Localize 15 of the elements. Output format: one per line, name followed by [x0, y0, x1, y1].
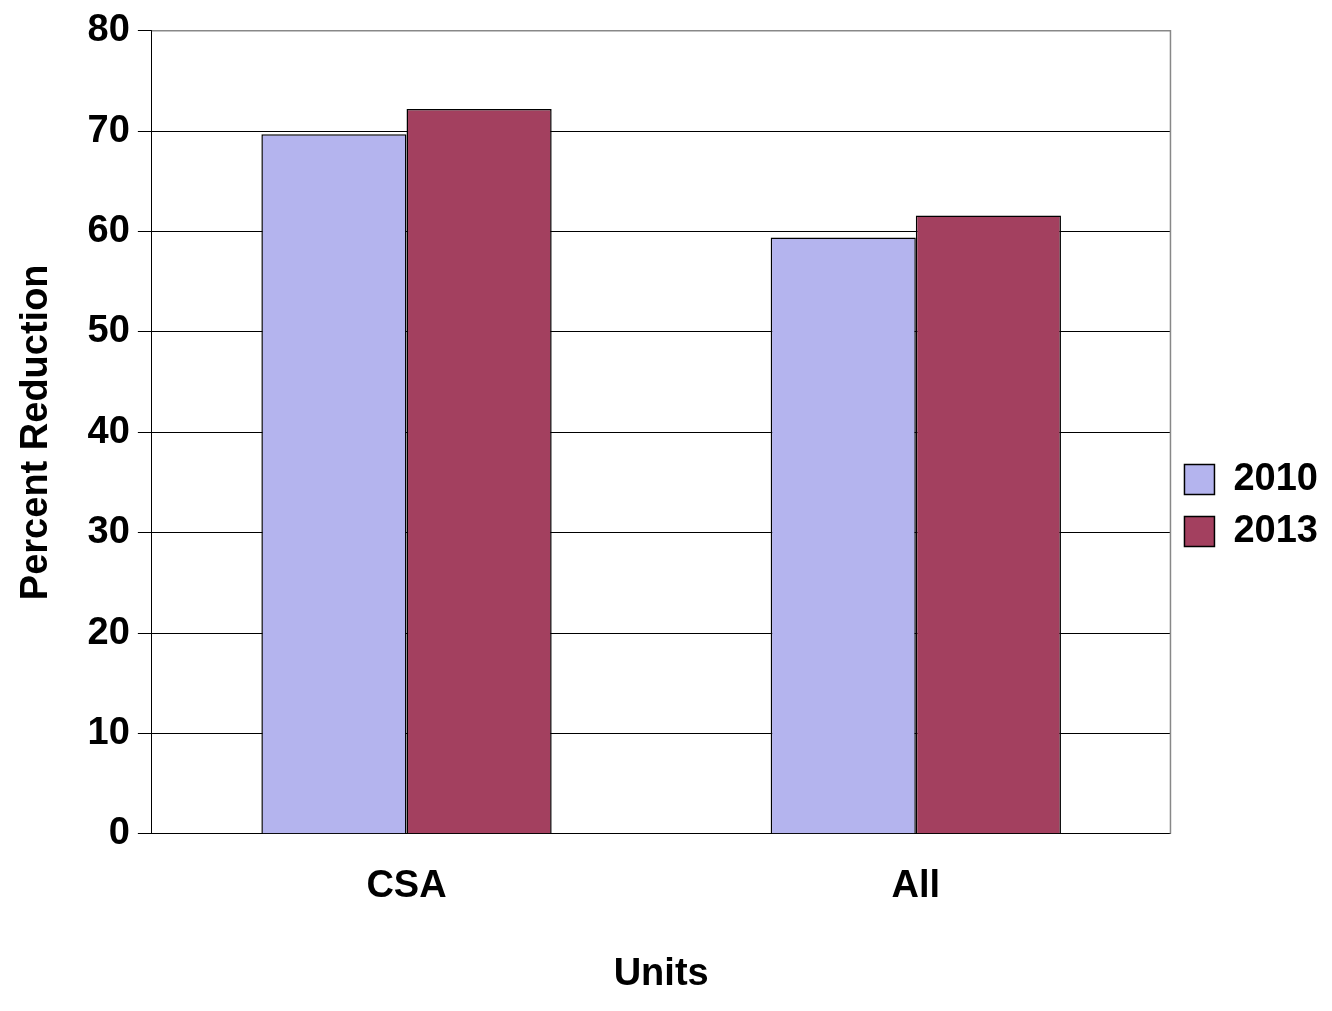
y-tick-label: 10 — [87, 709, 130, 752]
legend-label: 2013 — [1233, 507, 1319, 550]
y-tick-label: 80 — [87, 7, 130, 50]
y-tick-label: 30 — [87, 509, 130, 552]
legend-label: 2010 — [1233, 455, 1319, 498]
x-axis-title: Units — [613, 950, 709, 993]
y-tick-label: 0 — [108, 810, 130, 853]
x-tick-label: All — [891, 863, 941, 906]
y-tick-label: 50 — [87, 308, 130, 351]
y-tick-label: 20 — [87, 609, 130, 652]
y-tick-label: 60 — [87, 208, 130, 251]
x-tick-label: CSA — [366, 863, 447, 906]
y-tick-label: 70 — [87, 107, 130, 150]
y-axis-title: Percent Reduction — [13, 264, 56, 601]
y-tick-label: 40 — [87, 408, 130, 451]
